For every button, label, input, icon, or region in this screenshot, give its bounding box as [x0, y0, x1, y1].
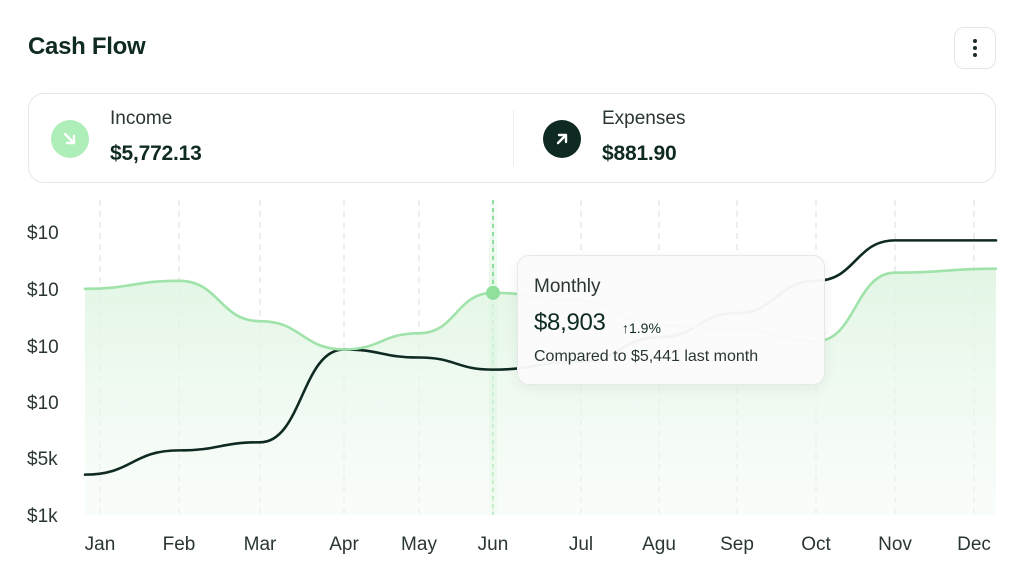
income-value: $5,772.13: [110, 142, 202, 165]
y-tick-label: $10: [27, 337, 59, 358]
x-tick-label: Oct: [801, 534, 831, 555]
arrow-up-right-icon: [543, 120, 581, 158]
cash-flow-chart[interactable]: $10 $10 $10 $10 $5k $1k Jan Feb Mar Apr May Jun Jul…: [0, 190, 1024, 585]
more-options-button[interactable]: [954, 27, 996, 69]
arrow-down-right-icon: [51, 120, 89, 158]
x-tick-label: Apr: [329, 534, 359, 555]
x-tick-label: Dec: [957, 534, 991, 555]
x-tick-label: Agu: [642, 534, 676, 555]
x-tick-label: Feb: [163, 534, 196, 555]
x-tick-label: Mar: [244, 534, 277, 555]
card-title: Cash Flow: [28, 33, 146, 60]
x-tick-label: May: [401, 534, 437, 555]
summary-panel: Income $5,772.13 Expenses $881.90: [28, 93, 996, 183]
expenses-label: Expenses: [602, 108, 686, 129]
x-tick-label: Jan: [85, 534, 116, 555]
x-tick-label: Nov: [878, 534, 912, 555]
more-vertical-icon: [973, 39, 977, 43]
income-label: Income: [110, 108, 173, 129]
y-tick-label: $5k: [27, 449, 58, 470]
tooltip-compare: Compared to $5,441 last month: [534, 348, 759, 365]
tooltip-value: $8,903: [534, 309, 606, 336]
y-tick-label: $10: [27, 223, 59, 244]
tooltip-title: Monthly: [534, 276, 601, 297]
y-tick-label: $10: [27, 393, 59, 414]
y-tick-label: $10: [27, 280, 59, 301]
income-area: [85, 268, 996, 515]
x-tick-label: Sep: [720, 534, 754, 555]
x-tick-label: Jul: [569, 534, 593, 555]
x-tick-label: Jun: [478, 534, 509, 555]
expenses-value: $881.90: [602, 142, 677, 165]
summary-divider: [513, 110, 514, 166]
y-tick-label: $1k: [27, 506, 58, 527]
monthly-tooltip: Monthly $8,903 ↑1.9% Compared to $5,441 …: [517, 255, 825, 385]
tooltip-change: ↑1.9%: [622, 320, 661, 336]
income-point[interactable]: [486, 285, 500, 300]
